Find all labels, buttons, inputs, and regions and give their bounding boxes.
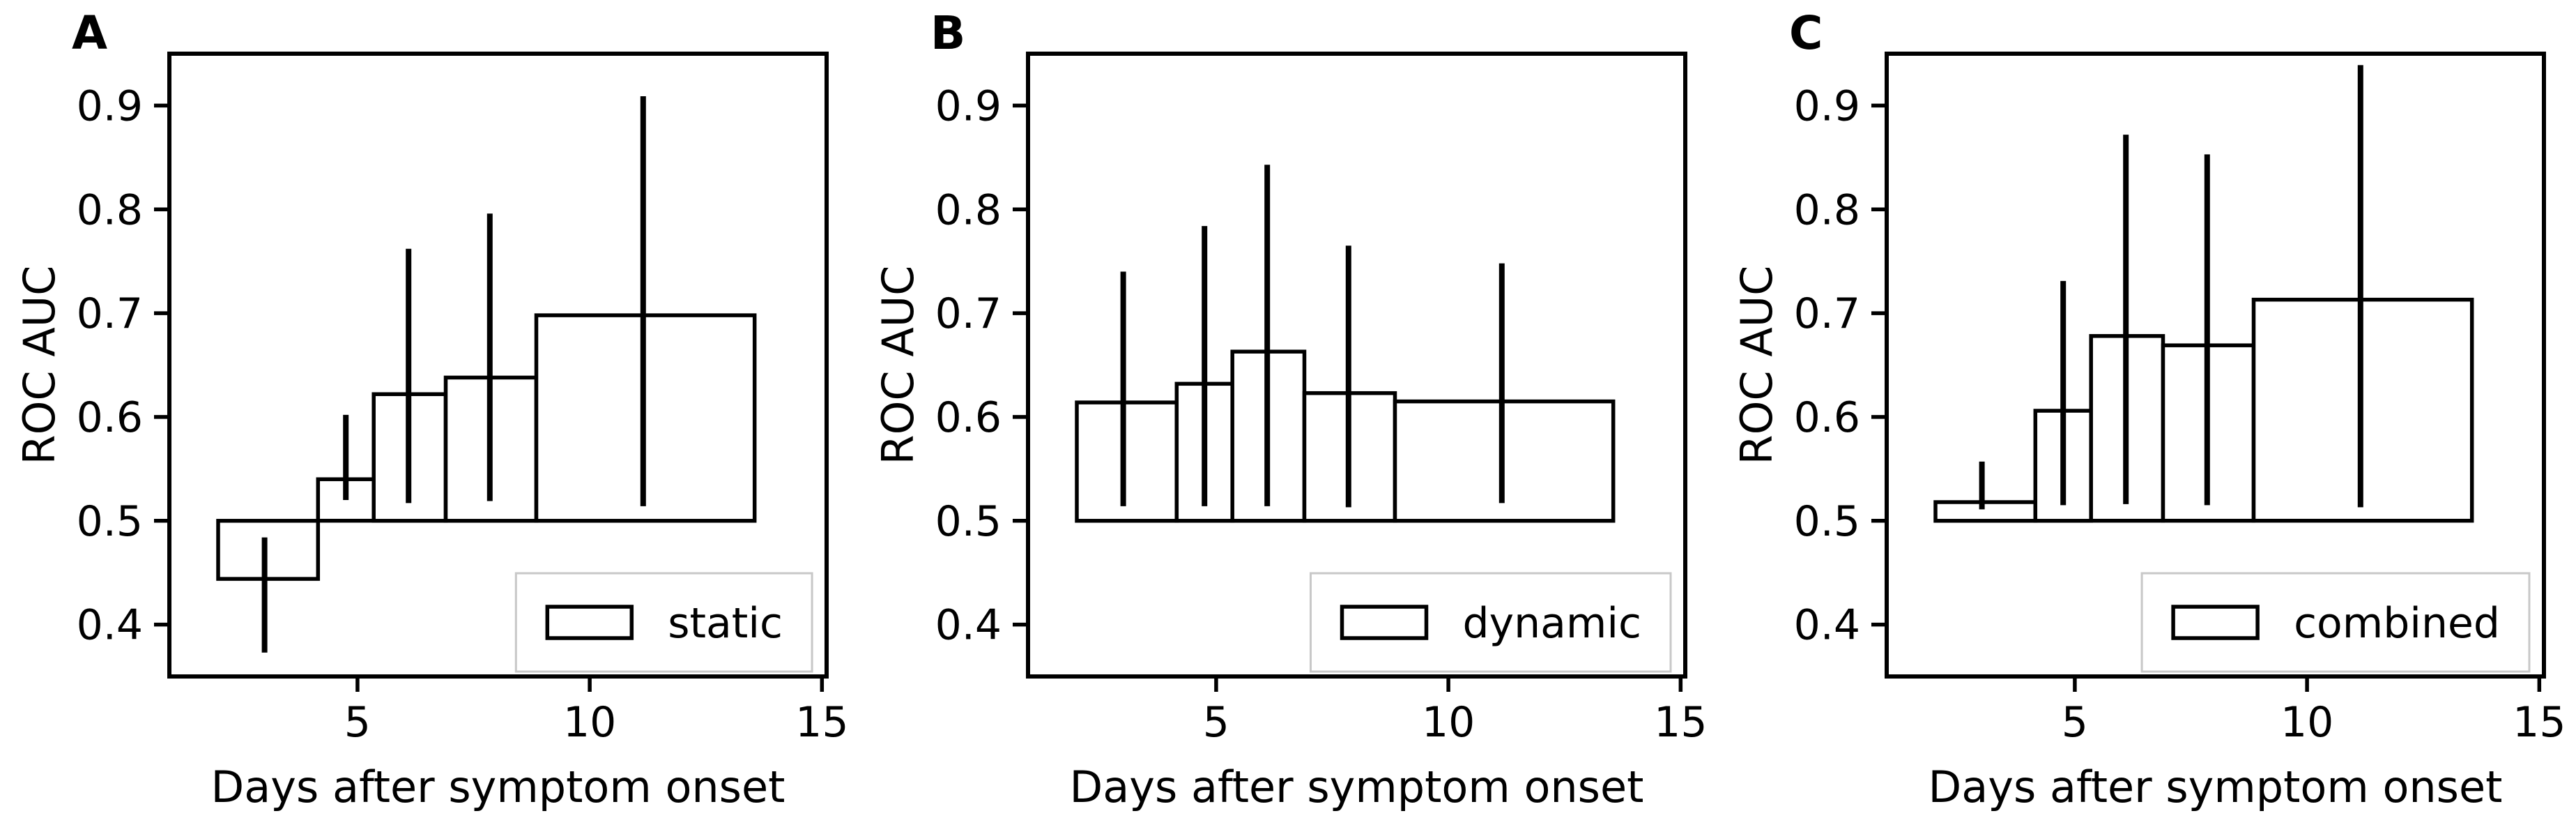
x-tick-label: 10	[563, 698, 616, 747]
y-tick-label: 0.5	[77, 497, 143, 546]
panel-c-chart: 5 10 15 0.4 0.5 0.6 0.7 0.8 0.9 Days after sympto…	[1731, 6, 2566, 812]
legend: combined	[2140, 572, 2531, 673]
legend-label: combined	[2294, 599, 2500, 648]
x-tick-label: 15	[1654, 698, 1707, 747]
y-tick-label: 0.7	[1794, 289, 1860, 338]
panel-letter: A	[72, 6, 107, 60]
x-axis: 5 10 15	[2062, 676, 2566, 747]
bar	[1933, 500, 2038, 523]
x-tick-label: 5	[344, 698, 371, 747]
y-axis-label: ROC AUC	[14, 266, 65, 465]
bars	[216, 313, 757, 581]
y-tick-label: 0.9	[77, 82, 143, 130]
legend-swatch	[2171, 605, 2260, 640]
y-tick-label: 0.6	[935, 393, 1002, 442]
legend: dynamic	[1310, 572, 1672, 673]
axes-box	[1885, 52, 2546, 679]
x-axis-label: Days after symptom onset	[211, 762, 785, 812]
y-tick-label: 0.8	[77, 186, 143, 234]
x-axis-label: Days after symptom onset	[1929, 762, 2503, 812]
panel-a-chart: 5 10 15 0.4 0.5 0.6 0.7 0.8 0.9 Days after sympto…	[14, 6, 849, 812]
bar	[216, 519, 321, 581]
axes-box	[1026, 52, 1687, 679]
x-tick-label: 5	[1203, 698, 1229, 747]
y-tick-label: 0.4	[77, 601, 143, 650]
x-tick-label: 15	[795, 698, 848, 747]
y-axis-label: ROC AUC	[1731, 266, 1782, 465]
legend-swatch	[1340, 605, 1429, 640]
bars	[1933, 297, 2474, 523]
y-tick-label: 0.7	[77, 289, 143, 338]
x-axis: 5 10 15	[1203, 676, 1708, 747]
error-bars	[261, 96, 646, 653]
legend: static	[514, 572, 813, 673]
y-tick-label: 0.4	[935, 601, 1002, 650]
panel-c: 5 10 15 0.4 0.5 0.6 0.7 0.8 0.9 Days after sympto…	[1717, 0, 2576, 825]
x-tick-label: 15	[2513, 698, 2566, 747]
y-axis: 0.4 0.5 0.6 0.7 0.8 0.9	[935, 82, 1028, 650]
bar	[1075, 400, 1179, 523]
y-tick-label: 0.7	[935, 289, 1002, 338]
y-tick-label: 0.6	[77, 393, 143, 442]
legend-label: static	[668, 599, 783, 648]
legend-swatch	[545, 605, 634, 640]
y-axis-label: ROC AUC	[873, 266, 923, 465]
y-tick-label: 0.5	[1794, 497, 1860, 546]
x-axis-label: Days after symptom onset	[1070, 762, 1644, 812]
bars	[1075, 349, 1616, 523]
error-bars	[1120, 165, 1505, 508]
x-axis: 5 10 15	[344, 676, 849, 747]
error-bars	[1979, 65, 2363, 510]
legend-label: dynamic	[1463, 599, 1642, 648]
x-tick-label: 5	[2062, 698, 2088, 747]
panel-letter: B	[930, 6, 965, 60]
panel-a: 5 10 15 0.4 0.5 0.6 0.7 0.8 0.9 Days after sympto…	[0, 0, 859, 825]
y-tick-label: 0.4	[1794, 601, 1860, 650]
y-axis: 0.4 0.5 0.6 0.7 0.8 0.9	[1794, 82, 1887, 650]
x-tick-label: 10	[2280, 698, 2333, 747]
panel-b-chart: 5 10 15 0.4 0.5 0.6 0.7 0.8 0.9 Days after sympto…	[873, 6, 1708, 812]
y-tick-label: 0.6	[1794, 393, 1860, 442]
y-axis: 0.4 0.5 0.6 0.7 0.8 0.9	[77, 82, 169, 650]
x-tick-label: 10	[1422, 698, 1475, 747]
panel-b: 5 10 15 0.4 0.5 0.6 0.7 0.8 0.9 Days after sympto…	[859, 0, 1717, 825]
y-tick-label: 0.9	[935, 82, 1002, 130]
y-tick-label: 0.8	[935, 186, 1002, 234]
y-tick-label: 0.5	[935, 497, 1002, 546]
axes-box	[167, 52, 829, 679]
panel-letter: C	[1789, 6, 1823, 60]
y-tick-label: 0.8	[1794, 186, 1860, 234]
y-tick-label: 0.9	[1794, 82, 1860, 130]
